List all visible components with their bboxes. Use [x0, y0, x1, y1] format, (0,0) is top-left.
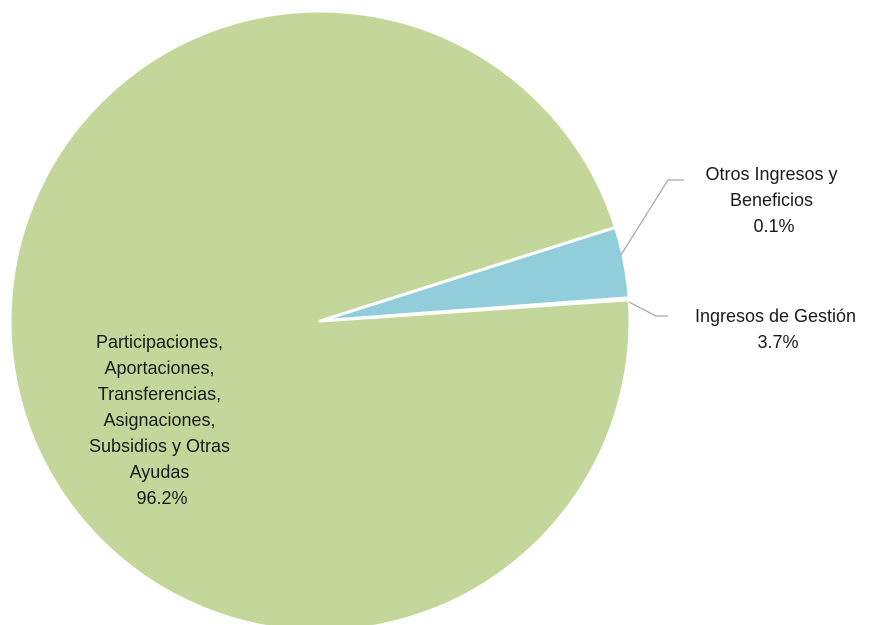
slice-label-participaciones: Participaciones, Aportaciones, Transfere…	[89, 332, 235, 508]
slice-label-participaciones-line: Asignaciones,	[103, 410, 215, 430]
pie-slice-participaciones	[8, 9, 632, 625]
slice-label-otros: Otros Ingresos y Beneficios 0.1%	[705, 164, 842, 236]
slice-label-gestion-line: Ingresos de Gestión	[695, 306, 856, 326]
slice-label-participaciones-line: Ayudas	[130, 462, 190, 482]
leader-line-gestion	[628, 301, 668, 317]
slice-label-participaciones-line: Subsidios y Otras	[89, 436, 230, 456]
slice-value-gestion: 3.7%	[757, 332, 798, 352]
slice-label-gestion: Ingresos de Gestión 3.7%	[695, 306, 861, 352]
pie-slices	[8, 9, 632, 625]
slice-label-participaciones-line: Aportaciones,	[104, 358, 214, 378]
leader-lines	[620, 179, 684, 317]
slice-label-otros-line: Otros Ingresos y	[705, 164, 837, 184]
slice-label-otros-line: Beneficios	[730, 190, 813, 210]
leader-line-otros	[620, 179, 684, 256]
slice-label-participaciones-line: Transferencias,	[98, 384, 221, 404]
slice-label-participaciones-line: Participaciones,	[96, 332, 223, 352]
slice-value-participaciones: 96.2%	[136, 488, 187, 508]
slice-value-otros: 0.1%	[753, 216, 794, 236]
